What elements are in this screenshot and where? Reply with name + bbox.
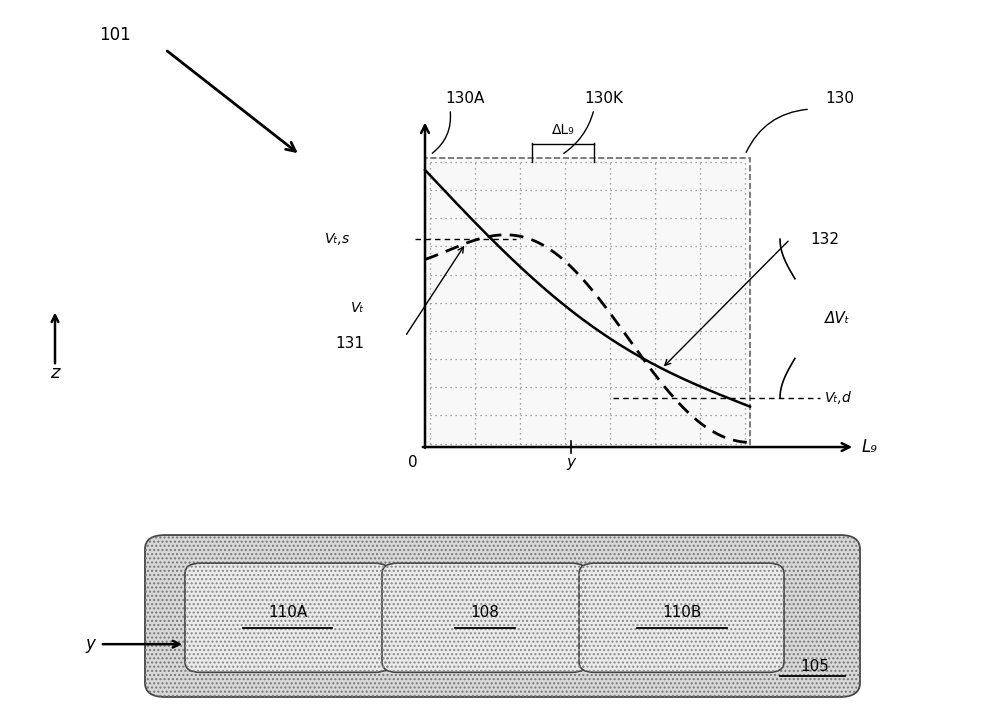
Bar [425, 158, 750, 447]
Text: 0: 0 [408, 455, 418, 470]
Text: 130A: 130A [445, 91, 485, 106]
Text: 130K: 130K [584, 91, 623, 106]
Text: 110B: 110B [662, 605, 701, 620]
Text: y: y [85, 635, 95, 653]
FancyBboxPatch shape [145, 535, 860, 697]
Text: z: z [50, 364, 60, 382]
Text: 110A: 110A [268, 605, 307, 620]
Text: 131: 131 [336, 337, 364, 351]
Text: 101: 101 [99, 26, 131, 44]
Text: 105: 105 [801, 659, 829, 674]
Text: y: y [567, 455, 576, 470]
FancyBboxPatch shape [382, 563, 587, 672]
Text: 130: 130 [826, 91, 854, 106]
Text: Vₜ,d: Vₜ,d [825, 391, 852, 405]
Text: ΔVₜ: ΔVₜ [825, 311, 850, 326]
Text: L₉: L₉ [862, 438, 878, 456]
Text: ΔL₉: ΔL₉ [552, 123, 574, 137]
Text: 108: 108 [470, 605, 499, 620]
Text: Vₜ: Vₜ [351, 301, 365, 315]
Bar [155, 546, 850, 686]
FancyBboxPatch shape [579, 563, 784, 672]
Text: 132: 132 [810, 232, 839, 246]
FancyBboxPatch shape [185, 563, 390, 672]
Text: Vₜ,s: Vₜ,s [325, 232, 350, 246]
